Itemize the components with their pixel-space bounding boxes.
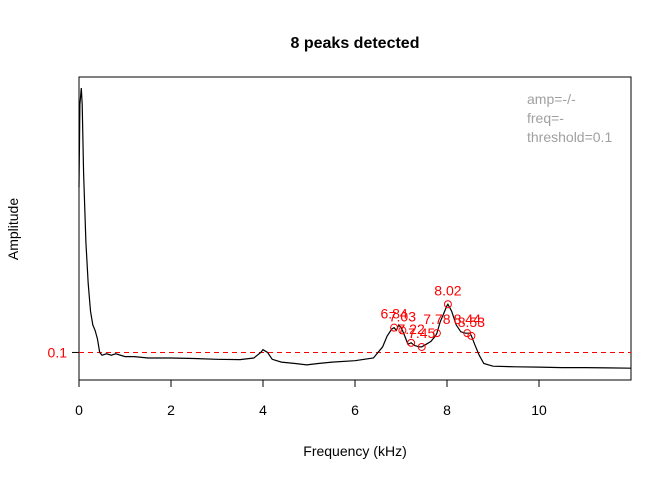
peak-label: 8.53 [458,314,485,330]
annotation-line: threshold=0.1 [527,129,612,145]
peak-label: 8.02 [434,282,461,298]
peak-marker [443,300,452,309]
peak-marker [432,329,441,338]
peak-label: 8.44 [454,311,481,327]
chart-title: 8 peaks detected [291,35,420,52]
peak-label: 7.45 [408,325,435,341]
annotation-line: amp=-/- [527,91,576,107]
x-axis-label: Frequency (kHz) [303,443,406,459]
y-axis: 0.1 [48,344,79,360]
x-tick-label: 0 [75,402,83,418]
spectrum-line [78,87,632,369]
threshold-label: 0.1 [48,344,68,360]
annotation-line: freq=- [527,110,564,126]
peak-label: 6.84 [380,306,407,322]
annotation-block: amp=-/- freq=- threshold=0.1 [527,91,612,145]
peak-marker [407,338,416,347]
peak-marker [463,329,472,338]
peak-label: 7.78 [423,311,450,327]
peak-markers: 6.847.037.227.457.78 8.02 8.448.53 [380,282,485,351]
peak-label: 7.22 [397,321,424,337]
x-tick-label: 4 [259,402,267,418]
peak-marker [398,326,407,335]
x-tick-label: 8 [443,402,451,418]
x-tick-label: 6 [351,402,359,418]
peak-marker [467,331,476,340]
x-tick-label: 2 [167,402,175,418]
x-axis: 0 2 4 6 8 10 [75,379,547,418]
peak-marker [390,323,399,332]
y-axis-label: Amplitude [5,198,21,260]
peak-marker [417,342,426,351]
x-tick-label: 10 [531,402,547,418]
peak-label: 7.03 [389,308,416,324]
